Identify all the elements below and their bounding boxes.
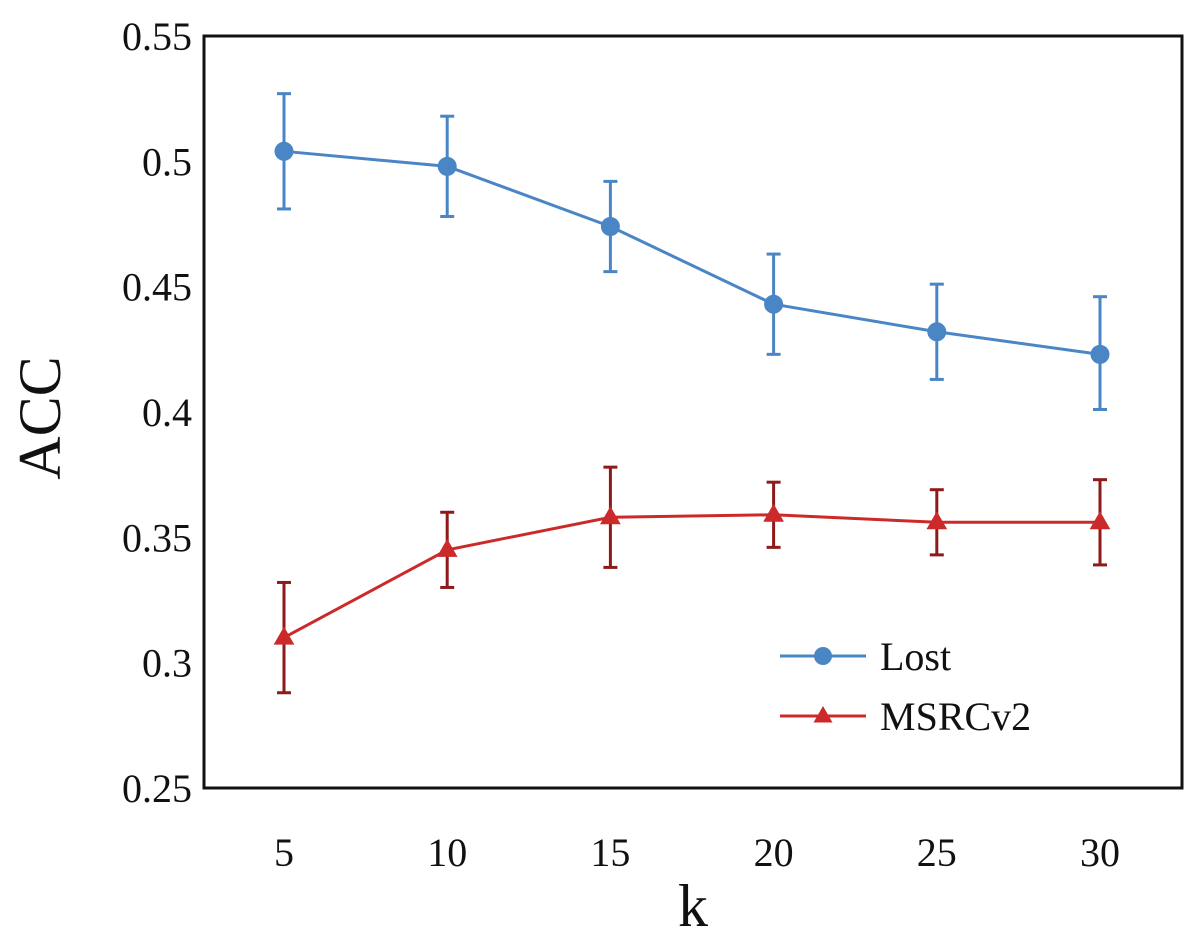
legend-label: Lost	[880, 634, 951, 679]
series-line	[283, 149, 1101, 356]
x-axis-title: k	[678, 873, 708, 939]
x-tick-label: 30	[1080, 830, 1120, 875]
data-point	[763, 503, 784, 522]
x-tick-label: 20	[754, 830, 794, 875]
y-tick-label: 0.3	[142, 641, 192, 686]
series-line	[283, 513, 1100, 639]
y-tick-label: 0.5	[142, 139, 192, 184]
y-tick-label: 0.35	[122, 515, 192, 560]
series-layer	[273, 92, 1111, 695]
legend: Lost MSRCv2	[780, 634, 1031, 739]
data-point	[600, 506, 621, 525]
x-tick-label: 25	[917, 830, 957, 875]
data-point	[273, 626, 295, 645]
series-lost	[274, 92, 1110, 411]
data-point	[764, 294, 784, 314]
data-point	[1089, 511, 1111, 530]
plot-area-frame	[202, 34, 1184, 790]
data-point	[926, 511, 948, 530]
y-axis-title: ACC	[7, 356, 73, 479]
legend-marker	[814, 647, 832, 665]
data-point	[1090, 344, 1110, 364]
x-tick-label: 10	[427, 830, 467, 875]
data-point	[274, 141, 294, 161]
data-point	[927, 322, 947, 342]
data-point	[436, 538, 458, 557]
data-point	[600, 217, 620, 237]
data-point	[437, 156, 457, 176]
x-tick-labels: 5 10 15 20 25 30	[274, 830, 1120, 875]
legend-marker	[813, 706, 833, 723]
y-tick-label: 0.45	[122, 265, 192, 310]
y-tick-label: 0.25	[122, 766, 192, 811]
x-tick-label: 15	[590, 830, 630, 875]
y-tick-label: 0.55	[122, 14, 192, 59]
series-msrcv2	[273, 465, 1111, 695]
y-tick-label: 0.4	[142, 390, 192, 435]
y-tick-labels: 0.25 0.3 0.35 0.4 0.45 0.5 0.55	[122, 14, 192, 811]
x-tick-label: 5	[274, 830, 294, 875]
legend-label: MSRCv2	[880, 694, 1031, 739]
